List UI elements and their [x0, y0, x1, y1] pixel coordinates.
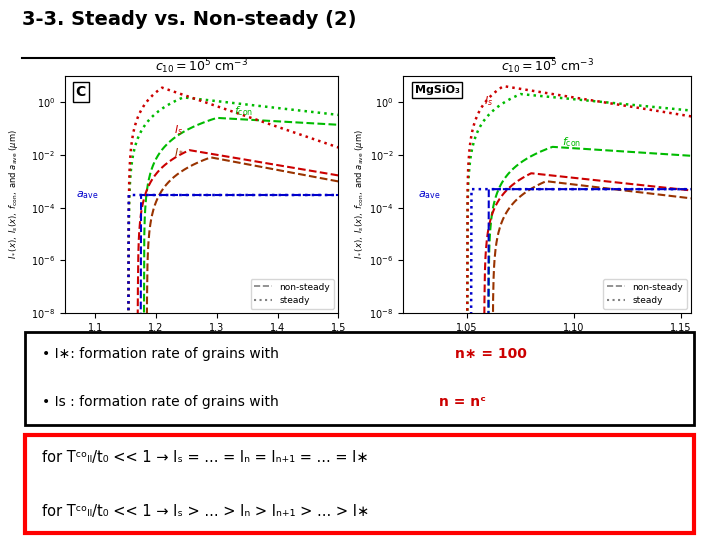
Text: • I∗: formation rate of grains with: • I∗: formation rate of grains with: [42, 347, 283, 361]
Text: • Is : formation rate of grains with: • Is : formation rate of grains with: [42, 395, 283, 409]
Text: for Tᶜᵒₗₗ/t₀ << 1 → Iₛ = ... = Iₙ = Iₙ₊₁ = ... = I∗: for Tᶜᵒₗₗ/t₀ << 1 → Iₛ = ... = Iₙ = Iₙ₊₁…: [42, 450, 369, 465]
X-axis label: time; x = t/t₀: time; x = t/t₀: [516, 339, 579, 348]
Legend: non-steady, steady: non-steady, steady: [603, 279, 687, 309]
Text: $I_s$: $I_s$: [484, 94, 493, 109]
Text: $f_\mathrm{con}$: $f_\mathrm{con}$: [562, 135, 581, 149]
Text: $a_\mathrm{ave}$: $a_\mathrm{ave}$: [418, 190, 440, 201]
Text: $I_*$: $I_*$: [174, 147, 184, 157]
Text: C: C: [76, 85, 86, 99]
FancyBboxPatch shape: [25, 332, 693, 424]
Text: n∗ = 100: n∗ = 100: [455, 347, 526, 361]
Text: $a_\mathrm{ave}$: $a_\mathrm{ave}$: [76, 190, 99, 201]
Title: $c_{10} = 10^5\ \mathrm{cm}^{-3}$: $c_{10} = 10^5\ \mathrm{cm}^{-3}$: [155, 57, 248, 76]
X-axis label: time; x = t/t₀: time; x = t/t₀: [170, 339, 233, 348]
Legend: non-steady, steady: non-steady, steady: [251, 279, 334, 309]
Text: $f_\mathrm{con}$: $f_\mathrm{con}$: [235, 104, 253, 118]
Text: $I_*(x),\ I_s(x),\ f_\mathrm{con},\ \mathrm{and}\ a_\mathrm{ave}\ (\mu\mathrm{m}: $I_*(x),\ I_s(x),\ f_\mathrm{con},\ \mat…: [7, 130, 20, 259]
Text: 3-3. Steady vs. Non-steady (2): 3-3. Steady vs. Non-steady (2): [22, 10, 356, 29]
Text: MgSiO₃: MgSiO₃: [415, 85, 459, 95]
Text: $I_*(x),\ I_s(x),\ f_\mathrm{con},\ \mathrm{and}\ a_\mathrm{ave}\ (\mu\mathrm{m}: $I_*(x),\ I_s(x),\ f_\mathrm{con},\ \mat…: [353, 130, 366, 259]
Title: $c_{10} = 10^5\ \mathrm{cm}^{-3}$: $c_{10} = 10^5\ \mathrm{cm}^{-3}$: [500, 57, 594, 76]
Text: $I_s$: $I_s$: [174, 123, 184, 137]
FancyBboxPatch shape: [25, 435, 693, 532]
Text: for Tᶜᵒₗₗ/t₀ << 1 → Iₛ > ... > Iₙ > Iₙ₊₁ > ... > I∗: for Tᶜᵒₗₗ/t₀ << 1 → Iₛ > ... > Iₙ > Iₙ₊₁…: [42, 504, 369, 519]
Text: n = nᶜ: n = nᶜ: [438, 395, 485, 409]
